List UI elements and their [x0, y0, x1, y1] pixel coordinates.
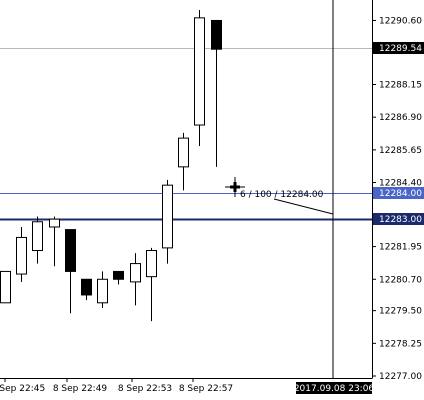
candle-body	[113, 270, 124, 280]
y-tick-label: 12277.00	[379, 372, 422, 382]
price-tag-blue: 12284.00	[373, 187, 424, 199]
candles-group	[0, 10, 222, 322]
ruler-line	[273, 198, 334, 215]
candle	[146, 247, 157, 322]
candle-body	[130, 263, 141, 283]
candle-body	[97, 278, 108, 304]
crosshair-time-label: 2017.09.08 23:06	[294, 384, 375, 394]
x-tick-label: 8 Sep 22:57	[179, 384, 233, 394]
x-tick-label: 8 Sep 22:49	[53, 384, 108, 394]
candle-body	[32, 221, 43, 252]
y-tick-label: 12284.40	[379, 179, 422, 189]
y-tick-label: 12288.15	[379, 81, 422, 91]
candle	[178, 132, 189, 191]
candle	[65, 229, 76, 314]
price-tag-label: 12289.54	[379, 44, 422, 54]
y-tick-label: 12279.50	[379, 307, 422, 317]
candle	[0, 270, 11, 304]
price-tag-label: 12283.00	[379, 215, 422, 225]
candle-body	[49, 218, 60, 228]
candle	[194, 10, 205, 146]
x-tick-label: 8 Sep 22:53	[118, 384, 172, 394]
candle-body	[162, 184, 173, 249]
candle	[162, 179, 173, 264]
y-tick-label: 12285.65	[379, 146, 422, 156]
price-tag-box	[373, 213, 424, 225]
x-tick-label: 8 Sep 22:45	[0, 384, 45, 394]
crosshair-cursor-icon	[225, 177, 245, 197]
candle	[113, 270, 124, 285]
candle-body	[146, 250, 157, 278]
candle-body	[65, 229, 76, 272]
candle	[97, 271, 108, 309]
price-tag-label: 12284.00	[379, 189, 422, 199]
candle	[49, 216, 60, 267]
candle-body	[81, 278, 92, 296]
candle-body	[194, 17, 205, 126]
candle	[130, 253, 141, 306]
time-axis: 8 Sep 22:45 8 Sep 22:49 8 Sep 22:53 8 Sep 2…	[0, 378, 233, 394]
y-tick-label: 12280.70	[379, 275, 422, 285]
price-tag-grey: 12289.54	[373, 42, 424, 54]
y-tick-label: 12281.95	[379, 243, 422, 253]
candle-body	[0, 270, 11, 304]
price-tag-navy: 12283.00	[373, 213, 424, 225]
y-tick-label: 12290.60	[379, 16, 422, 26]
y-tick-label: 12286.90	[379, 113, 422, 123]
crosshair-time-tag: 2017.09.08 23:06	[294, 382, 375, 394]
y-tick-label: 12278.25	[379, 339, 422, 349]
crosshair-cursor: 6 / 100 / 12284.00	[225, 177, 334, 215]
price-tag-box	[373, 187, 424, 199]
candle	[16, 226, 27, 282]
candle-body	[211, 19, 222, 50]
crosshair-readout: 6 / 100 / 12284.00	[240, 190, 324, 200]
price-tag-box	[373, 42, 424, 54]
candle-body	[16, 236, 27, 275]
candle	[211, 19, 222, 167]
candle	[32, 216, 43, 264]
candle-body	[178, 137, 189, 168]
candle	[81, 278, 92, 301]
